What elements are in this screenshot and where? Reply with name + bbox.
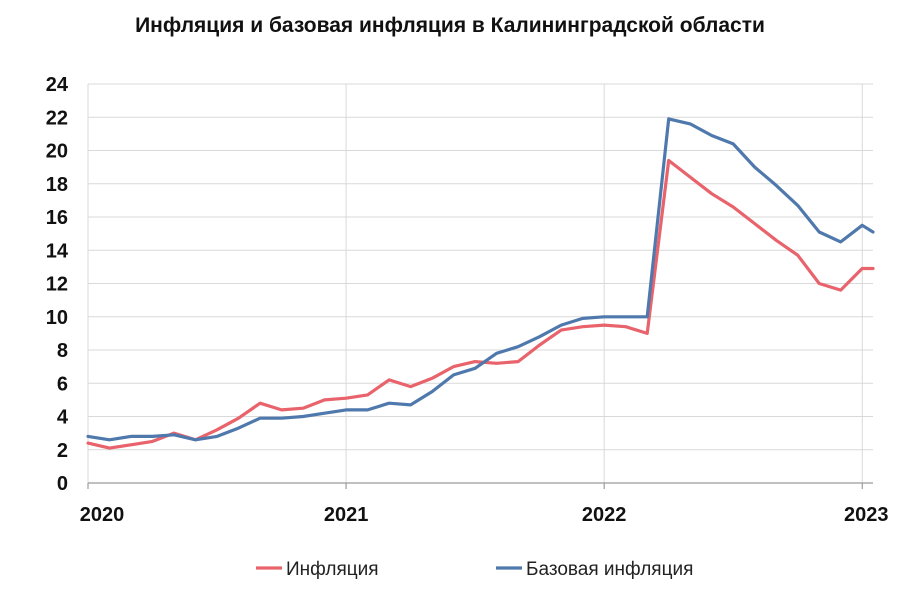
x-tick-label: 2020 bbox=[80, 504, 125, 526]
y-tick-label: 22 bbox=[46, 107, 68, 129]
y-tick-label: 14 bbox=[46, 240, 69, 262]
x-tick-label: 2022 bbox=[582, 504, 627, 526]
x-tick-label: 2021 bbox=[324, 504, 369, 526]
y-tick-label: 10 bbox=[46, 307, 68, 329]
y-tick-label: 16 bbox=[46, 207, 68, 229]
legend: Инфляция Базовая инфляция bbox=[256, 559, 693, 580]
series-layer bbox=[86, 117, 875, 450]
series-line-inflation bbox=[86, 158, 875, 450]
y-tick-label: 0 bbox=[57, 473, 68, 495]
chart-title: Инфляция и базовая инфляция в Калинингра… bbox=[135, 14, 765, 37]
y-tick-label: 8 bbox=[57, 340, 68, 362]
y-tick-label: 4 bbox=[57, 407, 69, 429]
y-tick-label: 6 bbox=[57, 373, 68, 395]
series-line-core-inflation bbox=[86, 117, 875, 442]
x-tick-label: 2023 bbox=[844, 504, 889, 526]
y-tick-label: 12 bbox=[46, 274, 68, 296]
y-tick-label: 20 bbox=[46, 141, 68, 163]
y-tick-label: 2 bbox=[57, 440, 68, 462]
y-tick-label: 18 bbox=[46, 174, 68, 196]
grid-layer bbox=[87, 83, 873, 483]
legend-label: Инфляция bbox=[286, 559, 379, 580]
y-tick-label: 24 bbox=[46, 74, 69, 96]
legend-label: Базовая инфляция bbox=[526, 559, 693, 580]
